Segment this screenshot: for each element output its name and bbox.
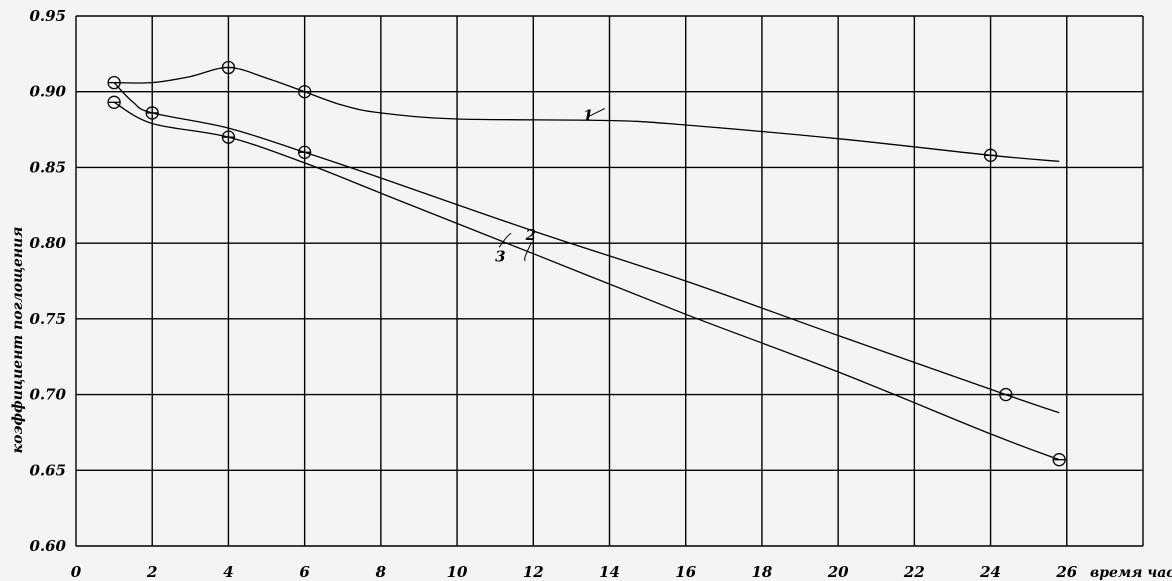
- series-3-line: [113, 101, 1060, 461]
- series-1-point-2: [297, 85, 312, 99]
- series-1-point-3: [983, 148, 998, 162]
- y-tick-label-1: 0.65: [29, 461, 66, 479]
- x-tick-label-5: 10: [447, 563, 468, 581]
- x-tick-label-13: 26: [1055, 563, 1077, 581]
- y-tick-label-3: 0.75: [29, 310, 66, 328]
- y-tick-label-6: 0.90: [29, 83, 66, 101]
- series-1-point-0: [107, 75, 121, 90]
- x-tick-label-0: 0: [71, 563, 82, 581]
- y-tick-label-4: 0.80: [29, 234, 66, 252]
- y-tick-label-2: 0.70: [29, 386, 66, 404]
- x-tick-label-1: 2: [146, 563, 157, 581]
- x-axis-title: время час: [1090, 565, 1172, 581]
- series-2-line: [113, 82, 1060, 414]
- series-tag-3: 3: [495, 247, 505, 265]
- series-tags-group: 1 2 3: [495, 106, 606, 265]
- series-1-point-1: [221, 60, 236, 75]
- x-tick-label-7: 14: [599, 563, 620, 581]
- series-2-point-1: [297, 145, 312, 159]
- series-3-point-1: [221, 130, 236, 144]
- y-tick-label-7: 0.95: [29, 7, 66, 25]
- x-tick-label-10: 20: [827, 563, 849, 581]
- tick-labels-group: 0 2 4 6 8 10 12 14 16 18 20 22 24 260.600.650.700.750…: [29, 7, 1077, 581]
- x-tick-label-4: 8: [376, 563, 387, 581]
- series-tag-1: 1: [583, 106, 593, 124]
- x-tick-label-11: 22: [903, 563, 925, 581]
- series-3-point-2: [1052, 453, 1066, 467]
- x-tick-label-9: 18: [751, 563, 772, 581]
- x-tick-label-8: 16: [675, 563, 696, 581]
- y-tick-label-5: 0.85: [29, 158, 66, 176]
- x-tick-label-6: 12: [523, 563, 544, 581]
- y-tick-label-0: 0.60: [29, 537, 66, 555]
- x-tick-label-2: 4: [223, 563, 233, 581]
- series-1-line: [114, 66, 1060, 163]
- series-2-point-0: [145, 106, 159, 120]
- series-tag-leader-1: [588, 108, 606, 117]
- series-tag-leader-2: [524, 241, 533, 261]
- grid: [75, 15, 1144, 547]
- series-tag-leader-3: [498, 232, 512, 248]
- series-3-point-0: [107, 95, 121, 109]
- series-group: [113, 66, 1060, 461]
- series-2-point-2: [999, 387, 1013, 402]
- x-tick-label-12: 24: [979, 563, 1001, 581]
- markers-group: [107, 60, 1066, 467]
- x-tick-label-3: 6: [299, 563, 310, 581]
- y-axis-title: коэффициент поглощения: [10, 227, 26, 454]
- series-tag-2: 2: [525, 226, 536, 244]
